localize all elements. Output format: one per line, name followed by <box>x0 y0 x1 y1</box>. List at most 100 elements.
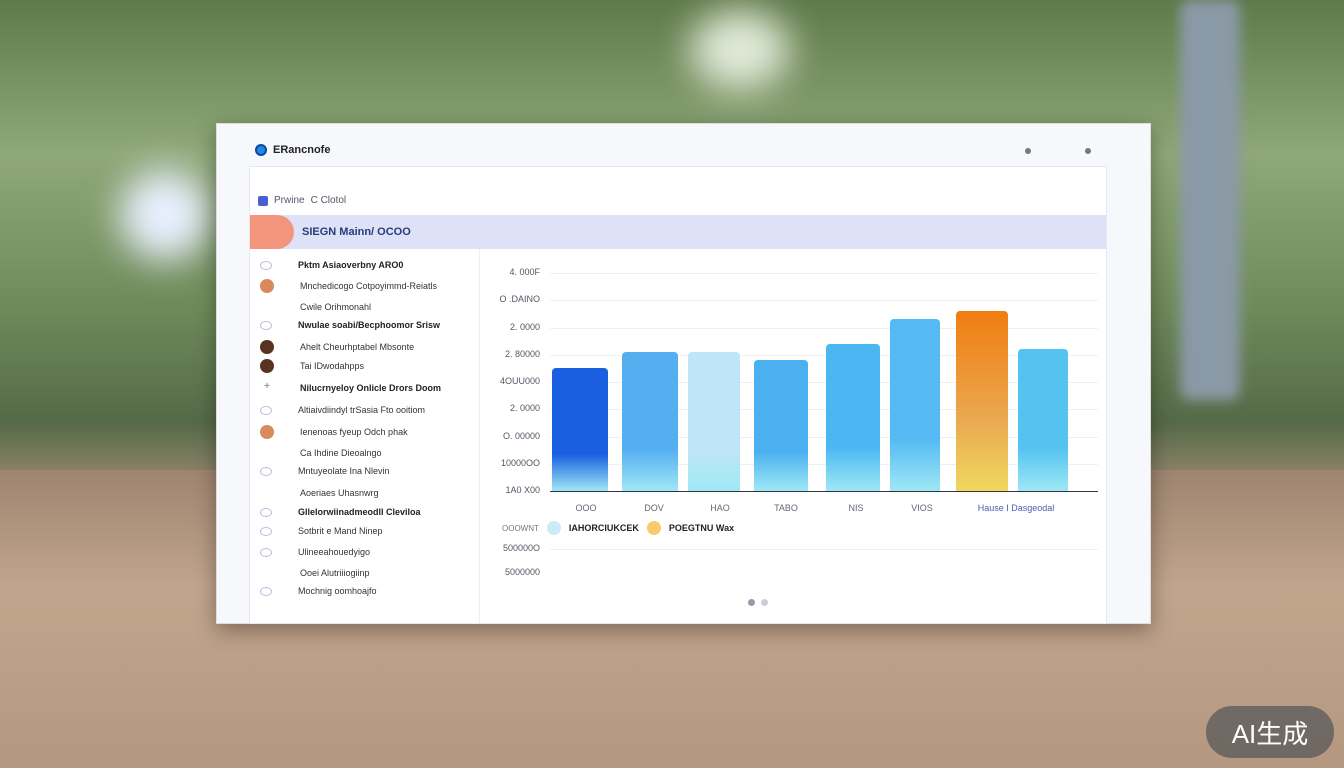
x-tick-label: NIS <box>848 503 864 513</box>
avatar-icon <box>260 279 274 293</box>
y-tick-label: 10000OO <box>500 457 540 468</box>
gridline <box>550 549 1098 550</box>
x-tick-label: DOV <box>644 503 664 513</box>
sidebar-item-label: Mntuyeolate Ina Nlevin <box>298 466 390 476</box>
gridline <box>550 436 1098 438</box>
sidebar-item-label: Altiaivdiindyl trSasia Fto ooitiom <box>298 405 426 415</box>
sidebar-item[interactable]: Ooei Alutriiiogiinp <box>260 566 370 580</box>
sidebar-item-label: Ooei Alutriiiogiinp <box>300 568 370 578</box>
sidebar-item-label: Nilucrnyeloy Onlicle Drors Doom <box>300 383 442 393</box>
globe-icon <box>260 466 272 476</box>
sidebar-item[interactable]: Gllelorwiinadmeodll Cleviloa <box>260 507 421 517</box>
app-header: ERancnofe <box>255 144 330 156</box>
sidebar-item[interactable]: Sotbrit e Mand Ninep <box>260 526 383 536</box>
bar <box>754 360 808 491</box>
sidebar-item[interactable]: Mntuyeolate Ina Nlevin <box>260 466 390 476</box>
ai-generated-watermark: AI生成 <box>1206 706 1334 758</box>
x-tick-label: OOO <box>575 503 597 513</box>
gridline <box>550 354 1098 356</box>
page-dot[interactable] <box>761 599 768 606</box>
sidebar-item[interactable]: Aoeriaes Uhasnwrg <box>260 486 379 500</box>
gear-icon <box>260 260 272 270</box>
sidebar-item[interactable]: Altiaivdiindyl trSasia Fto ooitiom <box>260 405 425 415</box>
bar <box>956 311 1008 491</box>
bar <box>688 352 740 491</box>
breadcrumb: Prwine C Clotol <box>258 195 346 206</box>
none-icon <box>260 446 274 460</box>
y-tick-label: 1A0 X00 <box>505 485 540 495</box>
banner-title: SIEGN Mainn/ OCOO <box>302 226 411 238</box>
pagination <box>748 599 768 606</box>
plus-icon: + <box>264 381 270 392</box>
sidebar-item[interactable]: Tai IDwodahpps <box>260 359 364 373</box>
sidebar-item[interactable]: Pktm Asiaoverbny ARO0 <box>260 260 403 270</box>
legend-label: IAHORCIUKCEK <box>568 523 639 533</box>
sidebar-item-label: Nwulae soabi/Becphoomor Srisw <box>298 320 441 330</box>
page-dot[interactable] <box>748 599 755 606</box>
gridline <box>550 409 1098 411</box>
sidebar-item[interactable]: Mnchedicogo Cotpoyimmd-Reiatls <box>260 279 437 293</box>
avatar-dark-icon <box>260 340 274 354</box>
breadcrumb-item[interactable]: C Clotol <box>310 195 347 206</box>
sidebar-item-label: Sotbrit e Mand Ninep <box>298 526 383 536</box>
eye-icon <box>260 526 272 536</box>
y-tick-label: 2. 0000 <box>509 321 540 332</box>
sidebar-item-label: Aoeriaes Uhasnwrg <box>300 488 379 498</box>
bar <box>1018 349 1068 491</box>
home-icon <box>258 195 268 206</box>
chart-legend: OOOWNT IAHORCIUKCEK POEGTNU Wax <box>502 521 734 535</box>
sidebar-item-label: Pktm Asiaoverbny ARO0 <box>298 260 404 270</box>
app-logo-icon <box>255 144 267 156</box>
sidebar-item[interactable]: Cwile Orihmonahl <box>260 300 371 314</box>
sidebar-item[interactable]: Nwulae soabi/Becphoomor Srisw <box>260 320 440 330</box>
y-tick-label: 5000000 <box>504 567 540 577</box>
sidebar-item[interactable]: Mochnig oomhoajfo <box>260 586 377 596</box>
globe-icon <box>260 586 272 596</box>
bar-chart: OOOWNT IAHORCIUKCEK POEGTNU Wax 500000O … <box>480 249 1106 623</box>
main-content: Prwine C Clotol SIEGN Mainn/ OCOO Pktm As… <box>249 166 1107 624</box>
bar <box>552 368 608 491</box>
app-title: ERancnofe <box>273 144 331 156</box>
gridline <box>550 300 1098 302</box>
sidebar-item[interactable]: Ahelt Cheurhptabel Mbsonte <box>260 340 414 354</box>
folder-icon <box>260 507 272 517</box>
window-dot-icon[interactable] <box>1085 148 1091 154</box>
legend-swatch <box>646 521 661 535</box>
gridline <box>550 382 1098 383</box>
section-banner: SIEGN Mainn/ OCOO <box>250 215 1106 249</box>
sidebar-item-label: Tai IDwodahpps <box>300 361 365 371</box>
dashboard-window: ERancnofe Prwine C Clotol SIEGN Mainn/ OC… <box>216 123 1151 624</box>
gridline <box>550 273 1098 274</box>
y-tick-label: O. 00000 <box>502 430 540 441</box>
breadcrumb-item[interactable]: Prwine <box>274 195 305 206</box>
sidebar-item-label: Ahelt Cheurhptabel Mbsonte <box>300 342 415 352</box>
none-icon <box>260 566 274 580</box>
y-tick-label: 500000O <box>502 543 540 553</box>
gridline <box>550 327 1098 329</box>
sidebar-item-label: Mochnig oomhoajfo <box>298 586 377 596</box>
sidebar-item[interactable]: Ca Ihdine Dieoalngo <box>260 446 382 460</box>
x-axis <box>550 491 1098 492</box>
sidebar-item-label: Mnchedicogo Cotpoyimmd-Reiatls <box>300 281 438 291</box>
avatar-dark-icon <box>260 359 274 373</box>
x-tick-label: TABO <box>774 503 798 513</box>
sidebar-item-label: Ca Ihdine Dieoalngo <box>300 448 382 458</box>
x-tick-label: VIOS <box>911 503 933 513</box>
window-dot-icon[interactable] <box>1025 148 1031 154</box>
legend-swatch <box>546 521 561 535</box>
y-tick-label: 2. 80000 <box>504 348 540 359</box>
legend-label: POEGTNU Wax <box>668 523 735 533</box>
sidebar-item-label: Gllelorwiinadmeodll Cleviloa <box>298 507 421 517</box>
x-tick-label: HAO <box>710 503 730 513</box>
none-icon <box>260 300 274 314</box>
sidebar-item[interactable]: Ulineeahouedyigo <box>260 547 370 557</box>
bar <box>890 319 940 491</box>
sidebar-item-label: Ienenoas fyeup Odch phak <box>300 427 408 437</box>
folder-icon <box>260 320 272 330</box>
sidebar-item[interactable]: + Nilucrnyeloy Onlicle Drors Doom <box>260 381 441 395</box>
y-tick-label: 4OUU000 <box>499 376 540 386</box>
y-tick-label: 4. 000F <box>509 267 540 277</box>
banner-tab[interactable] <box>250 215 294 249</box>
avatar-icon <box>260 425 274 439</box>
sidebar-item[interactable]: Ienenoas fyeup Odch phak <box>260 425 408 439</box>
